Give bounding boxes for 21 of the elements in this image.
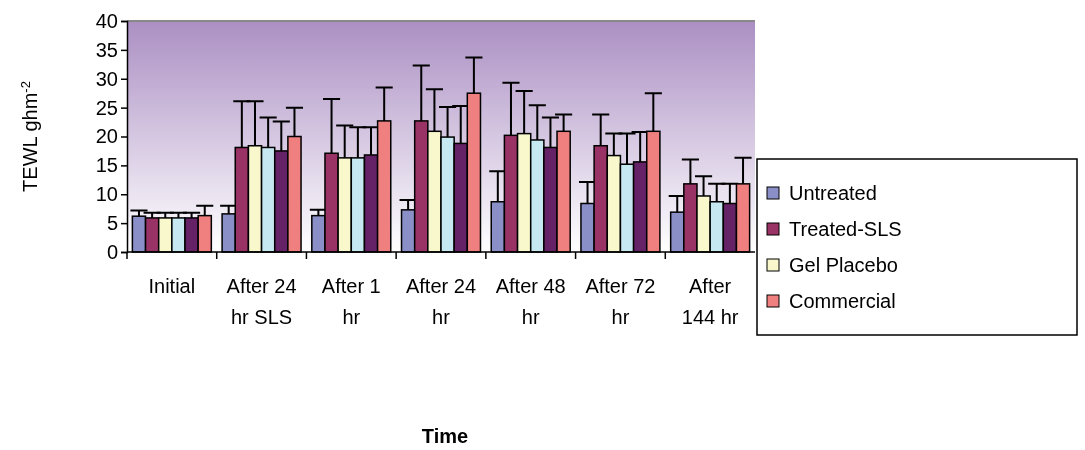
x-tick-label: After 24 hr SLS <box>226 275 297 328</box>
x-tick-label: After 144 hr <box>681 275 739 328</box>
y-tick-label: 25 <box>95 96 118 119</box>
legend-label: Commercial <box>789 290 896 312</box>
y-tick-label: 15 <box>95 154 118 177</box>
x-tick-label: Initial <box>148 275 196 297</box>
x-tick-label: After 24 hr <box>405 275 477 328</box>
y-tick-label: 35 <box>95 38 118 61</box>
x-axis-title: Time <box>421 425 469 447</box>
x-tick-label: After 48 hr <box>495 275 566 328</box>
x-tick-label: After 72 hr <box>585 275 656 328</box>
y-tick-label: 10 <box>95 183 118 206</box>
x-tick-label: After 1 hr <box>321 275 381 328</box>
y-tick-label: 5 <box>106 212 118 235</box>
legend-label: Gel Placebo <box>789 254 898 276</box>
y-tick-label: 30 <box>95 67 118 90</box>
y-tick-label: 0 <box>106 240 118 263</box>
y-tick-label: 20 <box>95 125 118 148</box>
legend-label: Untreated <box>789 182 877 204</box>
y-tick-label: 40 <box>95 9 118 32</box>
legend-label: Treated-SLS <box>789 218 902 240</box>
